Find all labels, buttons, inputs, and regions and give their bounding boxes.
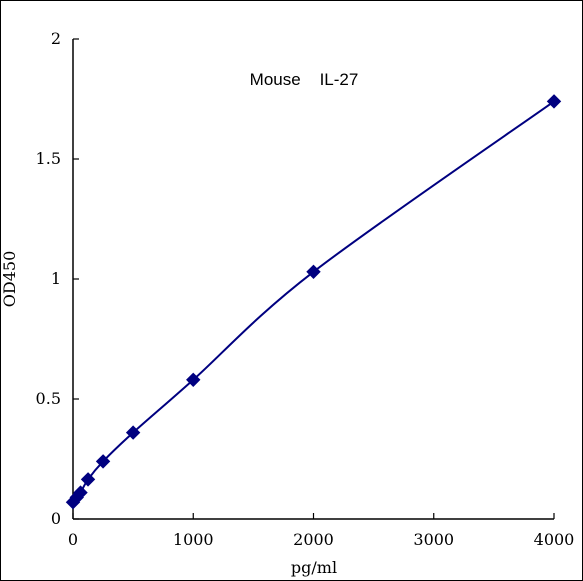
data-point-marker xyxy=(546,94,562,109)
y-ticks: 0 0.5 1 1.5 2 xyxy=(36,29,79,528)
y-tick-label: 1 xyxy=(51,269,61,288)
y-tick-label: 2 xyxy=(51,29,61,48)
x-tick-label: 4000 xyxy=(534,530,575,549)
series-line xyxy=(72,100,555,503)
x-tick-label: 2000 xyxy=(293,530,334,549)
data-point-marker xyxy=(186,372,201,388)
series-group xyxy=(65,94,562,510)
data-point-marker xyxy=(95,454,111,469)
data-point-marker xyxy=(125,425,141,440)
y-tick-label: 0 xyxy=(51,509,61,528)
y-tick-label: 1.5 xyxy=(36,149,61,168)
y-tick-label: 0.5 xyxy=(36,389,61,408)
chart-title: Mouse IL-27 xyxy=(250,70,359,89)
data-point-marker xyxy=(73,485,88,500)
x-ticks: 0 1000 2000 3000 4000 xyxy=(68,513,574,549)
data-point-marker xyxy=(80,472,96,487)
x-tick-label: 3000 xyxy=(413,530,454,549)
y-axis-title: OD450 xyxy=(1,251,19,307)
x-tick-label: 0 xyxy=(68,530,78,549)
data-point-marker xyxy=(306,264,321,280)
x-axis-title: pg/ml xyxy=(291,558,337,577)
x-tick-label: 1000 xyxy=(173,530,214,549)
